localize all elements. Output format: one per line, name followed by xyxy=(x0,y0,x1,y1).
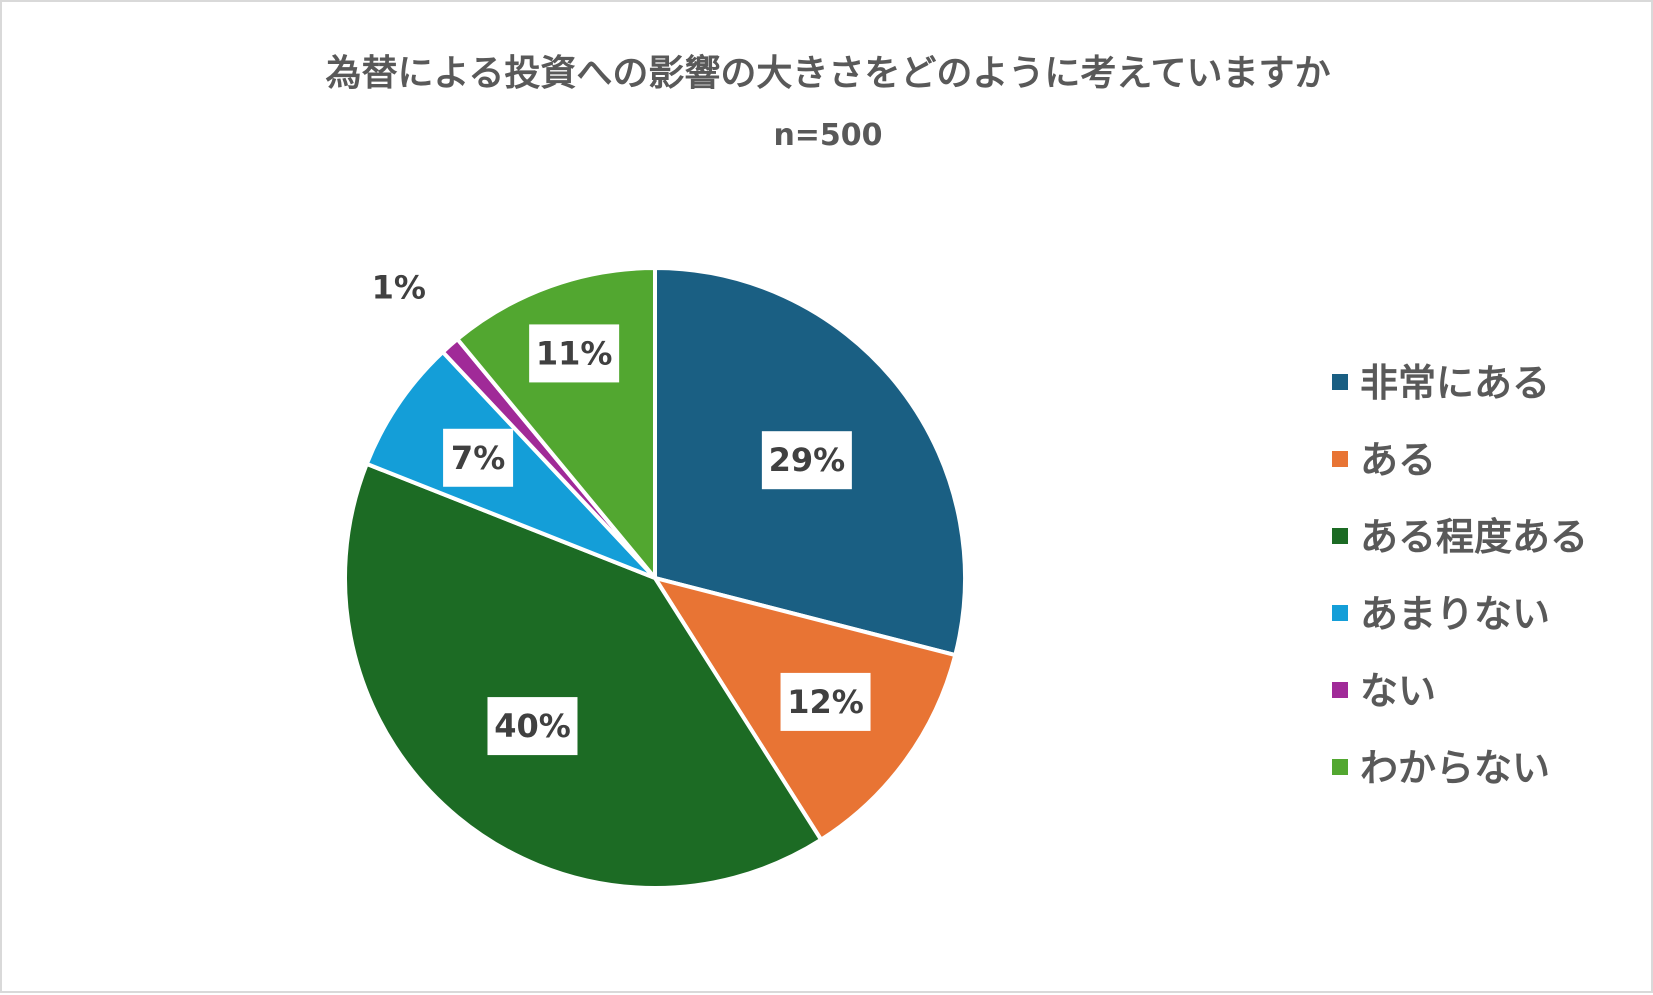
data-label-6: 11% xyxy=(536,334,613,372)
legend-swatch-4 xyxy=(1332,605,1348,621)
legend-label-5: ない xyxy=(1360,669,1436,713)
data-label-5: 1% xyxy=(372,268,426,306)
legend-swatch-5 xyxy=(1332,682,1348,698)
legend-label-1: 非常にある xyxy=(1360,361,1550,405)
data-labels: 29% 12% 40% 7% 1% 11% xyxy=(372,268,871,756)
legend-label-3: ある程度ある xyxy=(1360,515,1588,559)
data-label-box-2 xyxy=(780,672,871,731)
data-label-2: 12% xyxy=(787,683,864,721)
data-label-box-4 xyxy=(443,428,514,487)
legend-swatch-3 xyxy=(1332,528,1348,544)
chart-subtitle: n=500 xyxy=(773,118,882,153)
legend-swatch-6 xyxy=(1332,759,1348,775)
data-label-box-1 xyxy=(761,431,852,490)
data-label-box-3 xyxy=(487,697,578,756)
legend-label-4: あまりない xyxy=(1360,592,1550,636)
legend-label-2: ある xyxy=(1360,438,1436,482)
data-label-1: 29% xyxy=(769,441,846,479)
legend-swatch-2 xyxy=(1332,451,1348,467)
legend-swatch-1 xyxy=(1332,374,1348,390)
legend-label-6: わからない xyxy=(1360,746,1550,790)
data-label-4: 7% xyxy=(451,439,505,477)
data-label-box-6 xyxy=(529,324,620,383)
pie-slices xyxy=(343,266,967,890)
chart-title: 為替による投資への影響の大きさをどのように考えていますか xyxy=(325,52,1330,94)
data-label-3: 40% xyxy=(494,707,571,745)
pie-slice-3 xyxy=(343,461,824,890)
